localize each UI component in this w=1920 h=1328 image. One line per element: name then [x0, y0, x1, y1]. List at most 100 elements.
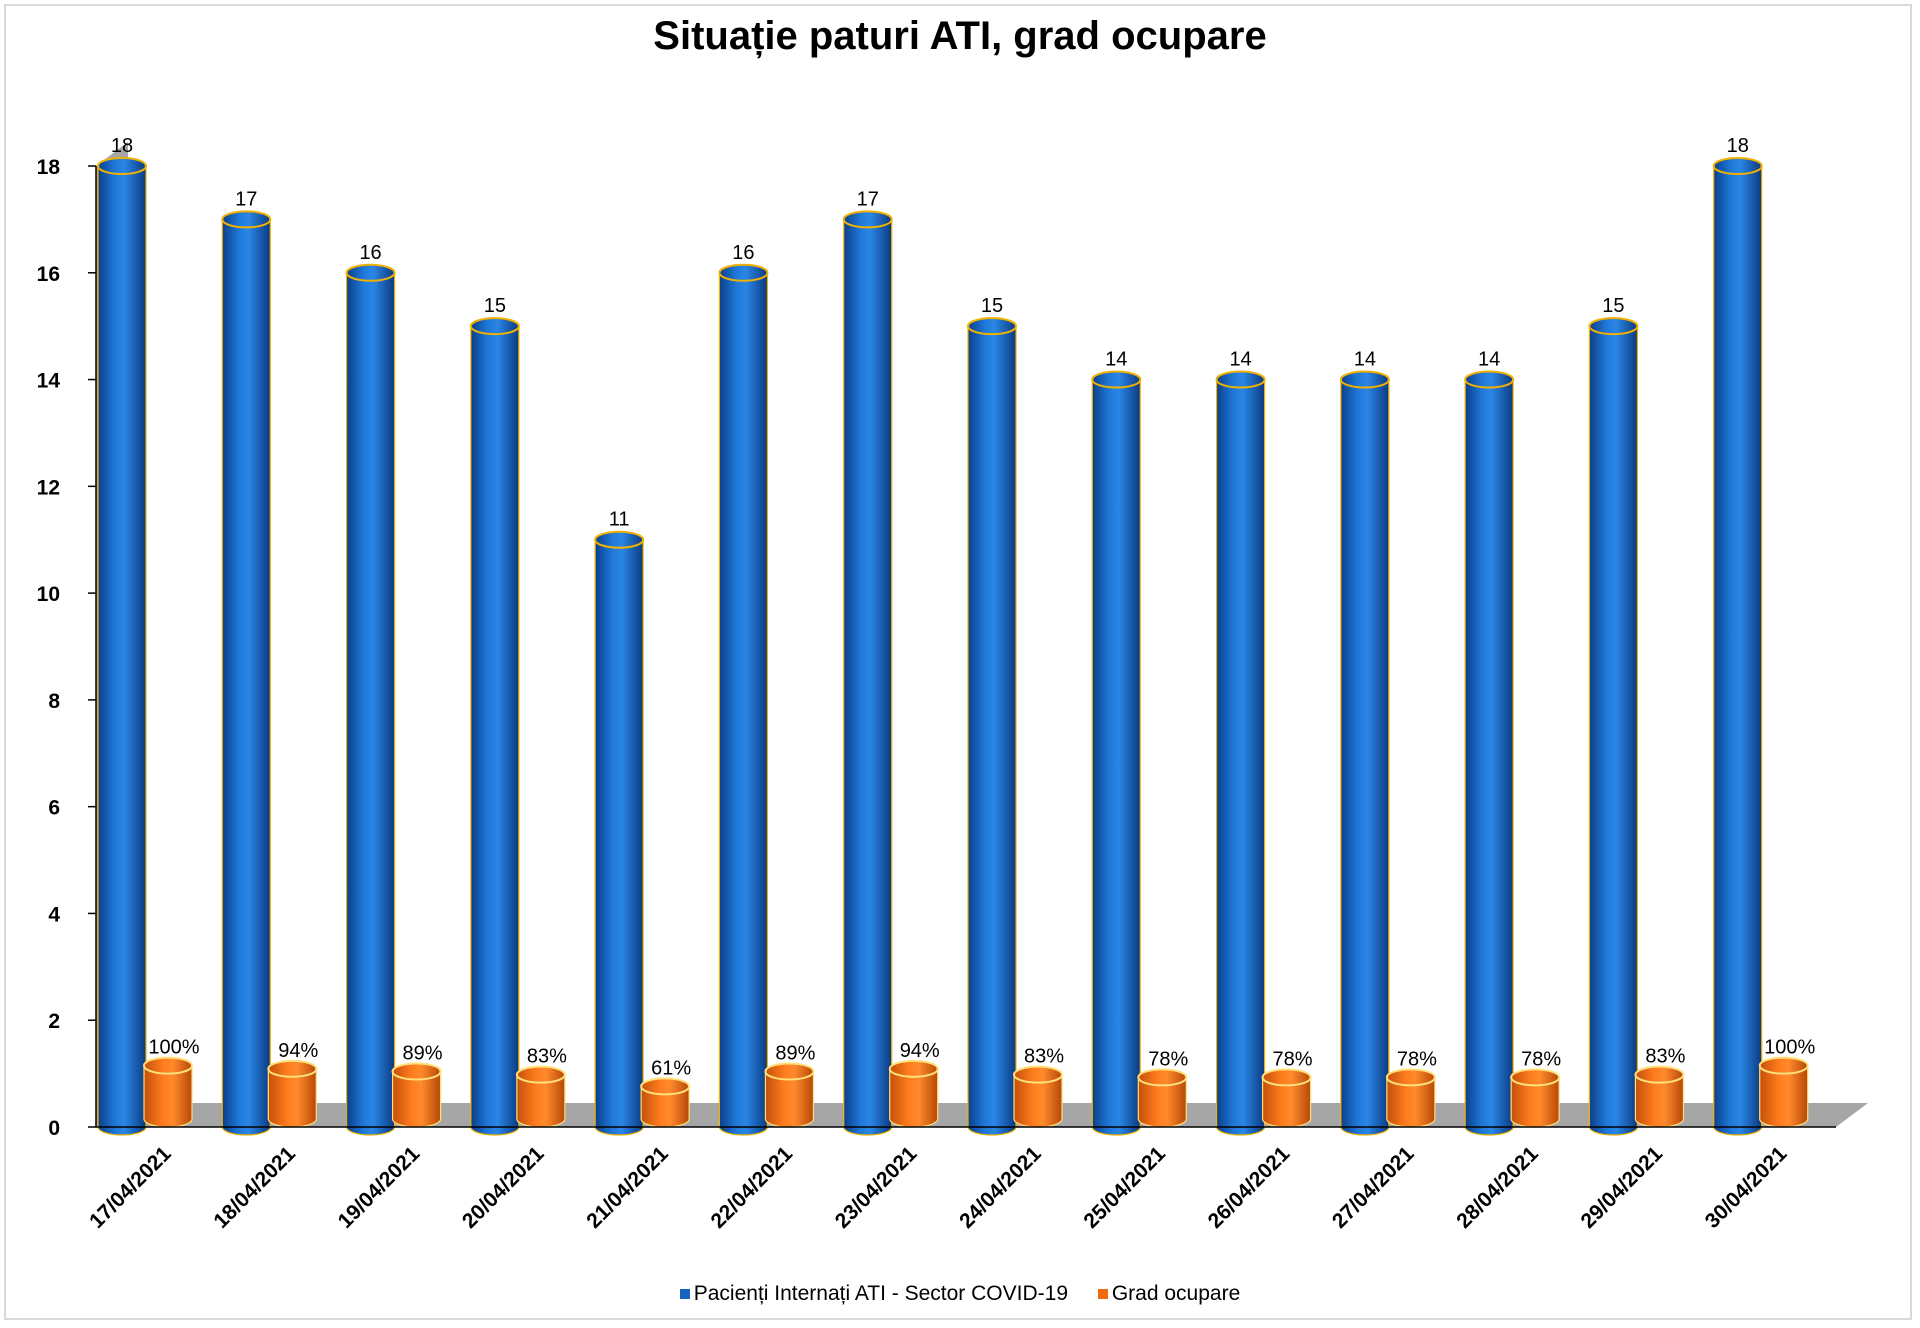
y-tick-label: 10 [37, 583, 60, 606]
legend-swatch-patients [679, 1289, 690, 1300]
data-label-patients: 14 [1478, 349, 1500, 371]
x-tick-label: 19/04/2021 [334, 1142, 425, 1233]
bar-occupancy [1137, 1068, 1188, 1128]
legend-label-occupancy: Grad ocupare [1111, 1282, 1241, 1305]
bar-occupancy [1013, 1065, 1063, 1128]
data-label-occupancy: 89% [403, 1042, 443, 1064]
x-tick-label: 25/04/2021 [1079, 1142, 1170, 1233]
bar-patients [1712, 157, 1763, 1136]
bar-patients-body [594, 539, 644, 1136]
x-tick-label: 29/04/2021 [1577, 1142, 1668, 1233]
x-tick-label: 30/04/2021 [1701, 1142, 1792, 1233]
bar-patients [1339, 370, 1390, 1136]
bar-patients [221, 210, 272, 1136]
bar-patients [345, 263, 396, 1136]
data-label-patients: 16 [732, 242, 754, 264]
bar-patients-body [843, 218, 893, 1136]
data-label-patients: 11 [609, 509, 630, 531]
x-tick-label: 23/04/2021 [831, 1142, 922, 1233]
bar-patients-top [1091, 370, 1142, 389]
bar-patients-top [97, 157, 147, 175]
bar-occupancy [888, 1059, 939, 1128]
bar-occupancy [391, 1062, 442, 1128]
data-label-patients: 15 [1602, 295, 1624, 317]
bar-patients-top [221, 210, 272, 229]
chart-legend: Pacienți Internați ATI - Sector COVID-19… [0, 1282, 1920, 1306]
bar-occupancy-top [1013, 1065, 1063, 1084]
bar-occupancy [640, 1077, 691, 1128]
bar-occupancy-top [267, 1059, 318, 1078]
bar-patients [469, 317, 520, 1136]
data-label-occupancy: 100% [148, 1037, 199, 1059]
bar-occupancy-top [1385, 1068, 1436, 1087]
bar-patients-body [97, 165, 147, 1136]
bar-patients-body [345, 272, 396, 1136]
data-label-patients: 17 [235, 188, 257, 210]
legend-label-patients: Pacienți Internați ATI - Sector COVID-19 [693, 1282, 1068, 1305]
bar-occupancy-top [1510, 1068, 1561, 1087]
bar-patients-body [1091, 378, 1141, 1136]
bar-patients-top [345, 263, 396, 282]
legend-item-occupancy: Grad ocupare [1097, 1282, 1241, 1306]
data-label-occupancy: 94% [900, 1040, 940, 1062]
y-tick-label: 2 [48, 1010, 60, 1033]
bar-patients-body [718, 272, 769, 1136]
bar-patients [1464, 370, 1515, 1136]
bar-patients [1091, 370, 1142, 1136]
y-tick-label: 6 [48, 797, 60, 820]
x-tick-label: 22/04/2021 [707, 1142, 798, 1233]
bar-patients-top [1339, 370, 1390, 389]
bar-patients-top [1712, 157, 1763, 175]
chart-title: Situație paturi ATI, grad ocupare [653, 14, 1267, 58]
bar-occupancy-top [1634, 1065, 1685, 1084]
bar-patients-top [469, 317, 520, 336]
bar-occupancy-body [143, 1065, 193, 1128]
data-label-patients: 14 [1105, 349, 1127, 371]
y-tick-label: 8 [48, 690, 60, 713]
bar-occupancy-body [1759, 1065, 1809, 1128]
bar-occupancy-top [391, 1062, 442, 1081]
bar-occupancy [143, 1056, 193, 1128]
data-label-occupancy: 100% [1764, 1037, 1815, 1059]
x-tick-label: 24/04/2021 [955, 1142, 1046, 1233]
y-tick-label: 4 [48, 903, 60, 926]
bar-patients-body [967, 325, 1017, 1136]
bar-occupancy-top [515, 1065, 566, 1084]
bar-patients [1588, 317, 1639, 1136]
bar-patients-top [1215, 370, 1266, 389]
y-tick-label: 18 [37, 156, 61, 179]
bar-occupancy-top [143, 1056, 193, 1075]
bar-patients-top [718, 263, 769, 282]
data-label-occupancy: 83% [1645, 1046, 1685, 1068]
data-label-patients: 15 [981, 295, 1003, 317]
bar-patients [842, 210, 893, 1136]
x-tick-label: 28/04/2021 [1452, 1142, 1543, 1233]
bar-patients-top [1588, 317, 1639, 336]
bar-occupancy-top [888, 1059, 939, 1078]
y-tick-label: 14 [37, 370, 61, 393]
bar-occupancy [1510, 1068, 1561, 1128]
x-tick-label: 20/04/2021 [458, 1142, 549, 1233]
bar-occupancy-top [640, 1077, 691, 1096]
bar-occupancy [1634, 1065, 1685, 1128]
bar-patients-body [221, 218, 271, 1136]
y-axis: 0 2 4 6 8 10 12 14 16 18 [37, 156, 97, 1140]
bar-patients-top [594, 530, 645, 549]
bar-occupancy [267, 1059, 318, 1128]
bar-patients-body [1713, 165, 1763, 1136]
bar-patients [97, 157, 147, 1136]
data-label-occupancy: 78% [1521, 1048, 1561, 1070]
bar-occupancy-top [1261, 1068, 1312, 1087]
data-label-patients: 18 [1727, 135, 1749, 157]
data-label-occupancy: 78% [1273, 1048, 1313, 1070]
data-label-occupancy: 83% [1024, 1046, 1064, 1068]
data-label-occupancy: 61% [651, 1057, 691, 1079]
bar-occupancy [764, 1062, 815, 1128]
bar-occupancy [1385, 1068, 1436, 1128]
bar-patients [718, 263, 769, 1136]
bar-patients-body [1340, 378, 1390, 1136]
bar-occupancy [1261, 1068, 1312, 1128]
bar-patients-body [470, 325, 520, 1136]
data-label-patients: 17 [857, 188, 879, 210]
